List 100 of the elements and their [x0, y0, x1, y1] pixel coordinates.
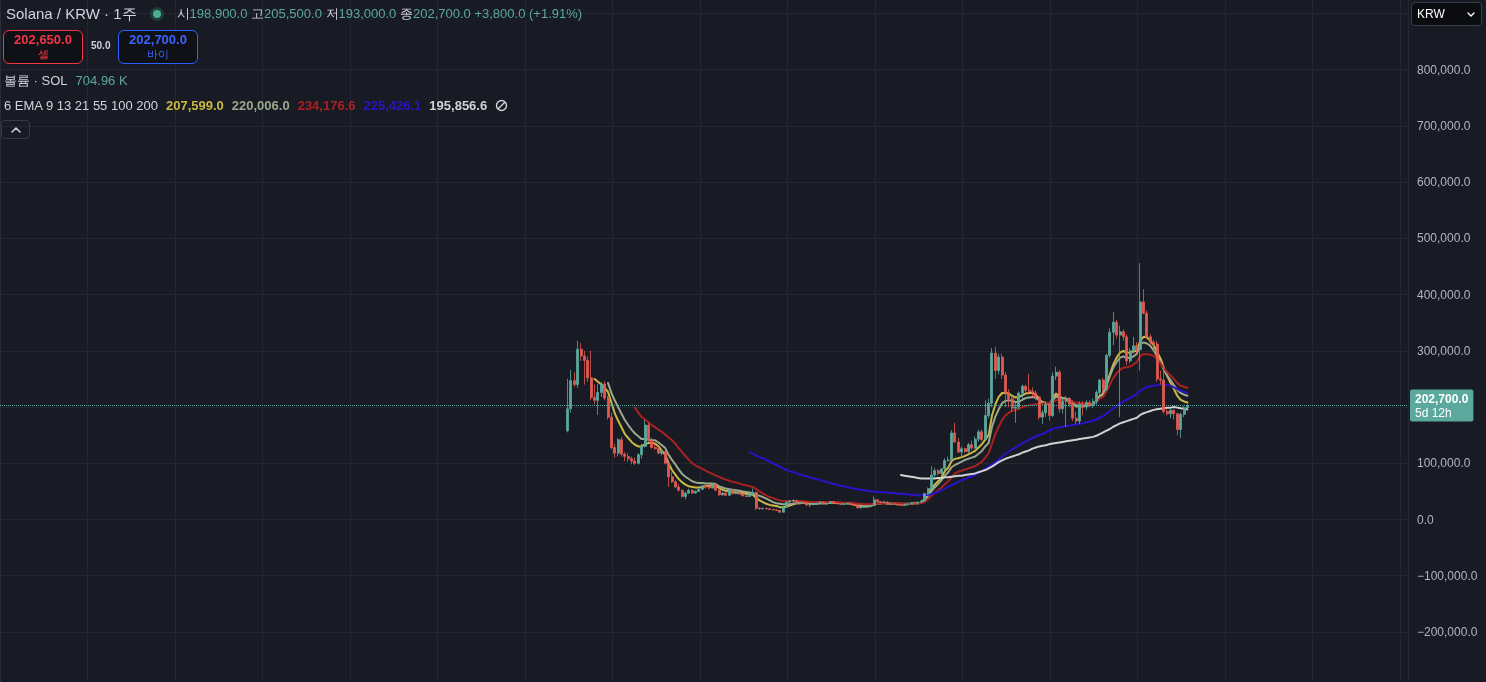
candlestick [896, 503, 899, 506]
y-tick-label: 700,000.0 [1417, 118, 1471, 133]
candlestick [1156, 340, 1159, 383]
candlestick [711, 482, 714, 489]
candlestick [893, 502, 896, 506]
annotation: 202,650.0 [14, 32, 72, 47]
candlestick [812, 502, 815, 506]
annotation: 볼륨 · SOL [4, 71, 68, 90]
candlestick [748, 493, 751, 498]
candlestick [1162, 364, 1165, 415]
candlestick [832, 500, 835, 505]
text: 5d 12h [1415, 405, 1452, 420]
candlestick [849, 502, 852, 506]
candlestick [916, 501, 919, 505]
candlestick [1058, 369, 1061, 414]
candlestick [873, 496, 876, 507]
candlestick [1071, 399, 1074, 422]
candlestick [815, 502, 818, 506]
annotation: 50.0 [91, 40, 111, 51]
candlestick [681, 488, 684, 498]
candlestick [708, 485, 711, 490]
candlestick [906, 502, 909, 506]
line-series [748, 383, 1189, 497]
y-tick-label: 0.0 [1417, 512, 1435, 527]
candlestick [883, 500, 886, 504]
y-tick-label: 400,000.0 [1417, 287, 1471, 302]
candlestick [788, 499, 791, 505]
candlestick [964, 447, 967, 454]
sell-button: 202,650.0 셀 [3, 30, 83, 64]
candlestick [809, 502, 812, 508]
candlestick [694, 489, 697, 495]
y-tick-label: 800,000.0 [1417, 62, 1471, 77]
candlestick [701, 484, 704, 491]
candlestick [852, 503, 855, 507]
candlestick [721, 491, 724, 497]
candlestick [573, 371, 576, 388]
candlestick [997, 353, 1000, 375]
candlestick [714, 483, 717, 492]
candlestick [903, 503, 906, 507]
candlestick [768, 507, 771, 511]
candlestick [724, 492, 727, 497]
candlestick [704, 483, 707, 489]
candlestick [960, 446, 963, 457]
candlestick [1135, 342, 1138, 355]
candlestick [657, 446, 660, 455]
candlestick [1115, 319, 1118, 339]
candlestick [839, 502, 842, 506]
candlestick [785, 501, 788, 509]
annotation: 202,700.0 [129, 32, 187, 47]
candlestick [1125, 333, 1128, 366]
candlestick [967, 442, 970, 454]
candlestick [994, 346, 997, 380]
annotation: 225,426.1 [363, 98, 422, 113]
candlestick [805, 501, 808, 507]
candlestick [876, 498, 879, 503]
chart-title: Solana / KRW · 1주 [6, 4, 137, 24]
candlestick [970, 440, 973, 451]
candlestick [910, 501, 913, 505]
annotation: 207,599.0 [165, 98, 224, 113]
candlestick [862, 505, 865, 509]
candlestick [576, 340, 579, 389]
candlestick [859, 506, 862, 510]
candlestick [775, 508, 778, 512]
y-tick-label: 300,000.0 [1417, 343, 1471, 358]
y-tick-label: −100,000.0 [1417, 568, 1478, 583]
candlestick [980, 429, 983, 442]
candlestick [728, 488, 731, 497]
candlestick [1081, 401, 1084, 416]
candlestick [660, 449, 663, 456]
candlestick [1139, 262, 1142, 371]
candlestick [889, 502, 892, 506]
candlestick [799, 501, 802, 505]
candlestick [738, 491, 741, 496]
annotation: 234,176.6 [297, 98, 356, 113]
candlestick [829, 500, 832, 505]
candlestick [1169, 407, 1172, 419]
candlestick [741, 492, 744, 497]
candlestick [943, 457, 946, 471]
y-tick-label: 600,000.0 [1417, 175, 1471, 190]
candlestick [937, 468, 940, 477]
candlestick [745, 493, 748, 498]
candlestick [792, 498, 795, 504]
candlestick [822, 501, 825, 505]
candlestick [778, 509, 781, 514]
text: 시198,900.0 고205,500.0 저193,000.0 종202,700.0 +3,800.0 (+1.91%) [176, 6, 583, 21]
annotation: 704.96 K [75, 73, 128, 88]
buy-button: 202,700.0 바이 [118, 30, 198, 64]
annotation: 195,856.6 [429, 98, 488, 113]
ref-line-label: 202,700.0 [1415, 391, 1469, 406]
y-tick-label: −200,000.0 [1417, 624, 1478, 639]
y-tick-label: 500,000.0 [1417, 231, 1471, 246]
candlestick [772, 508, 775, 511]
dropdown: KRW [1411, 2, 1482, 26]
candlestick [1028, 373, 1031, 396]
annotation: 6 EMA 9 13 21 55 100 200 [4, 98, 158, 113]
candlestick [633, 457, 636, 466]
candlestick [1088, 399, 1091, 408]
candlestick [795, 499, 798, 505]
candlestick [1102, 377, 1105, 394]
candlestick [735, 491, 738, 495]
